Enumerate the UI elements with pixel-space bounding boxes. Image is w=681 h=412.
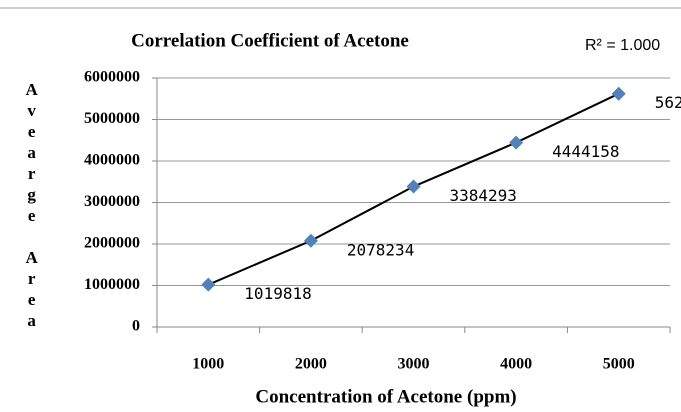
y-tick-label: 4000000 bbox=[84, 152, 140, 169]
data-label: 4444158 bbox=[552, 142, 619, 161]
x-tick-label: 3000 bbox=[398, 356, 430, 373]
y-tick-label: 1000000 bbox=[84, 276, 140, 293]
x-tick-label: 2000 bbox=[295, 356, 327, 373]
data-label: 1019818 bbox=[244, 284, 311, 303]
annotation: R² = 1.000 bbox=[585, 37, 660, 54]
marker bbox=[303, 233, 318, 248]
y-tick-label: 5000000 bbox=[84, 110, 140, 127]
marker bbox=[611, 86, 626, 101]
y-tick-label: 3000000 bbox=[84, 193, 140, 210]
marker bbox=[406, 179, 421, 194]
y-tick-label: 6000000 bbox=[84, 69, 140, 86]
data-label: 5621530 bbox=[655, 93, 681, 112]
y-tick-label: 2000000 bbox=[84, 235, 140, 252]
x-tick-label: 5000 bbox=[603, 356, 635, 373]
marker bbox=[509, 135, 524, 150]
y-tick-label: 0 bbox=[132, 318, 140, 335]
marker bbox=[201, 277, 216, 292]
x-axis-label: Concentration of Acetone (ppm) bbox=[255, 386, 516, 407]
data-label: 2078234 bbox=[347, 240, 414, 259]
chart-title: Correlation Coefficient of Acetone bbox=[131, 30, 409, 51]
data-label: 3384293 bbox=[450, 186, 517, 205]
y-axis-label: Avearge Area bbox=[22, 80, 41, 332]
x-tick-label: 4000 bbox=[500, 356, 532, 373]
x-tick-label: 1000 bbox=[192, 356, 224, 373]
